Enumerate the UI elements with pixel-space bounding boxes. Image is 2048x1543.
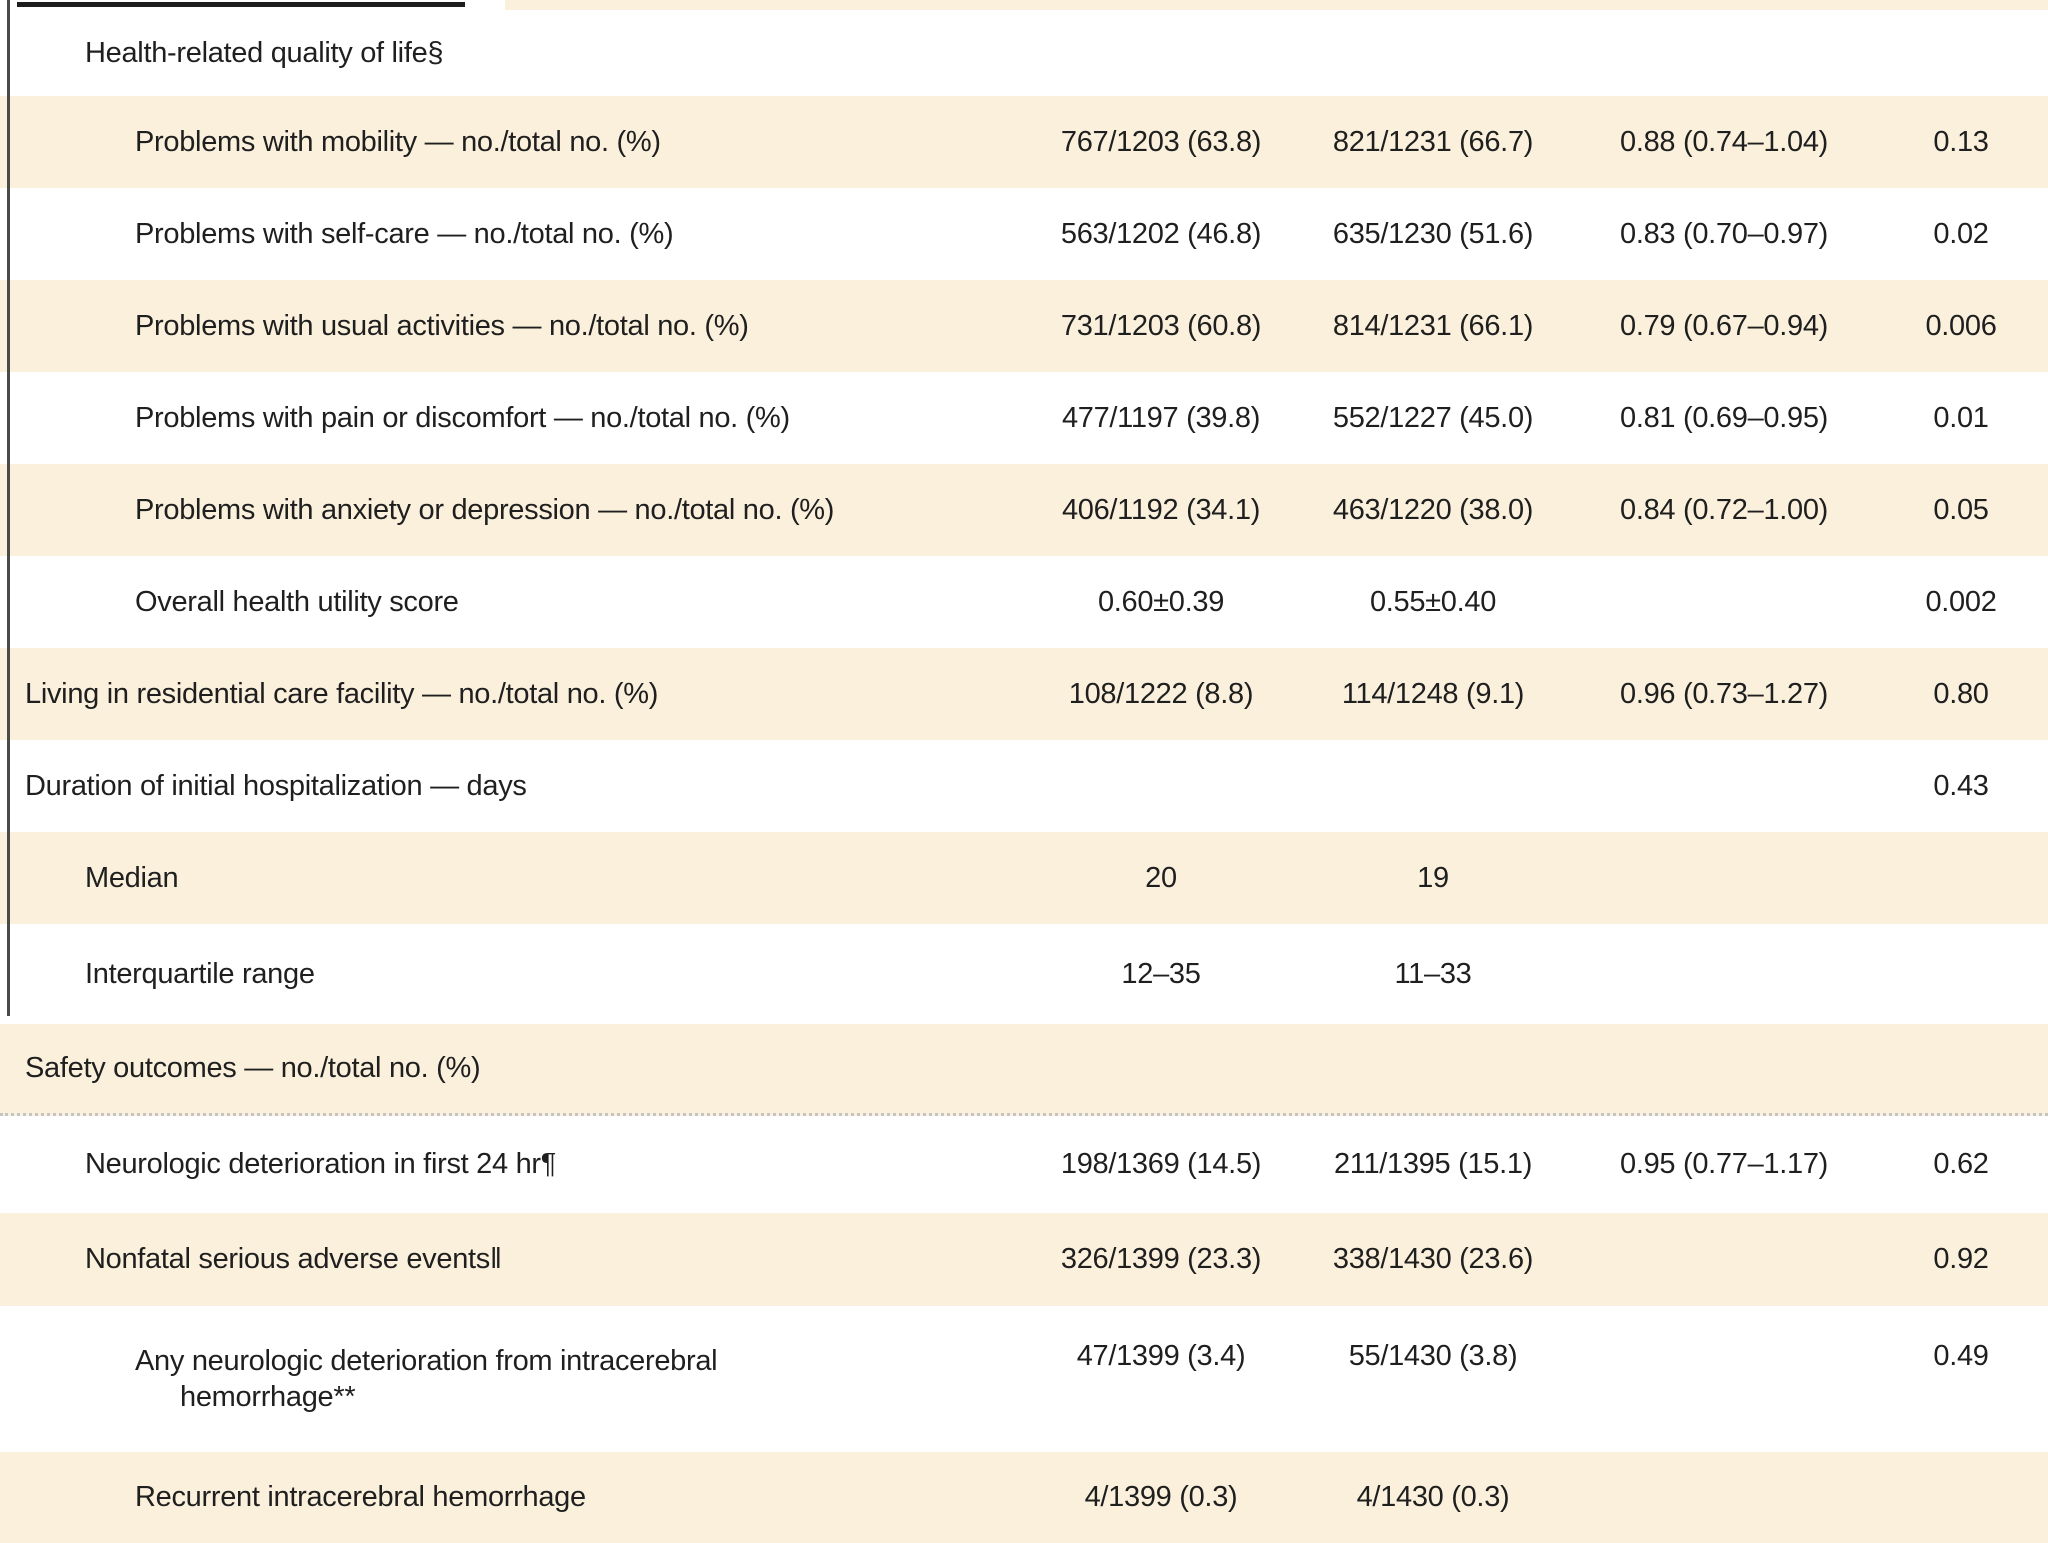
p-value: 0.01 xyxy=(1933,401,1989,434)
table-row: Problems with usual activities — no./tot… xyxy=(0,280,2048,372)
row-label: Overall health utility score xyxy=(135,585,459,618)
row-label: Living in residential care facility — no… xyxy=(25,677,659,710)
group1-value: 326/1399 (23.3) xyxy=(1060,1243,1262,1276)
group1-value: 731/1203 (60.8) xyxy=(1060,309,1262,342)
group2-value: 4/1430 (0.3) xyxy=(1356,1481,1510,1514)
p-value: 0.62 xyxy=(1933,1148,1989,1181)
group1-value: 477/1197 (39.8) xyxy=(1061,401,1261,434)
row-label: Problems with anxiety or depression — no… xyxy=(135,493,835,526)
table-rule-segment xyxy=(17,2,465,7)
table-row: Nonfatal serious adverse events‖ 326/139… xyxy=(0,1213,2048,1306)
effect-estimate: 0.79 (0.67–0.94) xyxy=(1619,309,1829,342)
p-value: 0.02 xyxy=(1933,217,1989,250)
group1-value: 406/1192 (34.1) xyxy=(1061,493,1261,526)
effect-estimate: 0.84 (0.72–1.00) xyxy=(1619,493,1829,526)
table-row: Problems with mobility — no./total no. (… xyxy=(0,96,2048,188)
row-label: Median xyxy=(85,861,179,894)
group2-value: 338/1430 (23.6) xyxy=(1332,1243,1534,1276)
p-value: 0.13 xyxy=(1933,125,1989,158)
group1-value: 108/1222 (8.8) xyxy=(1068,677,1254,710)
row-label: Nonfatal serious adverse events‖ xyxy=(85,1243,502,1276)
p-value: 0.05 xyxy=(1933,493,1989,526)
p-value: 0.49 xyxy=(1933,1340,1989,1372)
table-row: Problems with self-care — no./total no. … xyxy=(0,188,2048,280)
p-value: 0.92 xyxy=(1933,1243,1989,1276)
table-row: Neurologic deterioration in first 24 hr¶… xyxy=(0,1116,2048,1213)
table-row: Median 20 19 xyxy=(0,832,2048,924)
previous-row-sliver xyxy=(0,0,2048,10)
table-left-rule xyxy=(7,0,10,1016)
table-row: Duration of initial hospitalization — da… xyxy=(0,740,2048,832)
group2-value: 211/1395 (15.1) xyxy=(1333,1148,1533,1181)
effect-estimate: 0.88 (0.74–1.04) xyxy=(1619,125,1829,158)
group2-value: 552/1227 (45.0) xyxy=(1332,401,1534,434)
group2-value: 55/1430 (3.8) xyxy=(1348,1340,1518,1372)
group1-value: 563/1202 (46.8) xyxy=(1060,217,1262,250)
p-value: 0.80 xyxy=(1933,677,1989,710)
table-row: Overall health utility score 0.60±0.39 0… xyxy=(0,556,2048,648)
group1-value: 47/1399 (3.4) xyxy=(1076,1340,1246,1372)
table-row: Safety outcomes — no./total no. (%) xyxy=(0,1024,2048,1116)
group1-value: 198/1369 (14.5) xyxy=(1060,1148,1262,1181)
row-label: Problems with mobility — no./total no. (… xyxy=(135,125,661,158)
effect-estimate: 0.95 (0.77–1.17) xyxy=(1619,1148,1829,1181)
table-row: Interquartile range 12–35 11–33 xyxy=(0,924,2048,1024)
row-label: Problems with self-care — no./total no. … xyxy=(135,217,674,250)
row-label: Neurologic deterioration in first 24 hr¶ xyxy=(85,1148,557,1181)
table-row: Problems with anxiety or depression — no… xyxy=(0,464,2048,556)
effect-estimate xyxy=(1574,1306,1874,1338)
group2-value: 11–33 xyxy=(1394,957,1472,990)
group1-value: 767/1203 (63.8) xyxy=(1060,125,1262,158)
effect-estimate: 0.83 (0.70–0.97) xyxy=(1619,217,1829,250)
group1-value: 4/1399 (0.3) xyxy=(1084,1481,1238,1514)
row-label: Duration of initial hospitalization — da… xyxy=(25,769,527,802)
row-label: Problems with pain or discomfort — no./t… xyxy=(135,401,790,434)
row-label: Any neurologic deterioration from intrac… xyxy=(135,1344,718,1413)
group1-value: 12–35 xyxy=(1121,957,1201,990)
row-label: Interquartile range xyxy=(85,957,315,990)
group2-value: 0.55±0.40 xyxy=(1369,585,1497,618)
row-label: Problems with usual activities — no./tot… xyxy=(135,309,749,342)
table-row: Living in residential care facility — no… xyxy=(0,648,2048,740)
group2-value: 114/1248 (9.1) xyxy=(1341,677,1525,710)
table-row: Recurrent intracerebral hemorrhage 4/139… xyxy=(0,1452,2048,1543)
effect-estimate: 0.96 (0.73–1.27) xyxy=(1619,677,1829,710)
group1-value: 20 xyxy=(1145,861,1177,894)
p-value: 0.006 xyxy=(1925,309,1997,342)
group2-value: 635/1230 (51.6) xyxy=(1332,217,1534,250)
group2-value: 814/1231 (66.1) xyxy=(1332,309,1534,342)
row-label: Safety outcomes — no./total no. (%) xyxy=(25,1052,481,1085)
p-value: 0.43 xyxy=(1933,769,1989,802)
row-label: Health-related quality of life§ xyxy=(85,36,444,69)
group2-value: 463/1220 (38.0) xyxy=(1332,493,1534,526)
group2-value: 19 xyxy=(1417,861,1449,894)
row-label: Recurrent intracerebral hemorrhage xyxy=(135,1481,586,1514)
group1-value: 0.60±0.39 xyxy=(1097,585,1225,618)
table-row: Health-related quality of life§ xyxy=(0,10,2048,96)
group2-value: 821/1231 (66.7) xyxy=(1332,125,1534,158)
table-row: Problems with pain or discomfort — no./t… xyxy=(0,372,2048,464)
table-row: Any neurologic deterioration from intrac… xyxy=(0,1306,2048,1452)
p-value: 0.002 xyxy=(1925,585,1997,618)
effect-estimate: 0.81 (0.69–0.95) xyxy=(1619,401,1829,434)
previous-row-stripe xyxy=(505,0,2048,10)
